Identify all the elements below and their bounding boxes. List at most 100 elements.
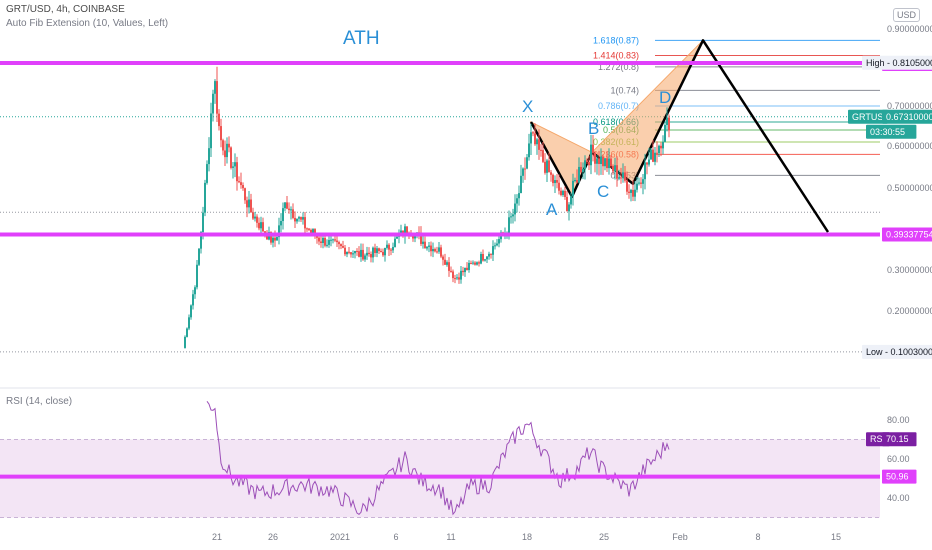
current-symbol-label-box [848, 109, 888, 124]
candle-body [440, 247, 442, 257]
candle-body [294, 217, 296, 222]
candle-body [374, 247, 376, 253]
rsi-level-label: 50.96 [886, 472, 909, 482]
x-tick-label: 15 [831, 532, 841, 542]
candle-body [600, 156, 602, 165]
candle-body [558, 182, 560, 191]
rsi-y-tick-label: 80.00 [887, 415, 910, 425]
candle-body [658, 145, 660, 154]
candle-body [596, 158, 598, 164]
candle-body [642, 179, 644, 184]
candle-body [226, 143, 228, 158]
candle-body [588, 161, 590, 166]
candle-body [656, 152, 658, 154]
candle-body [444, 259, 446, 265]
wave-label-x: X [522, 97, 533, 116]
candle-body [208, 148, 210, 165]
candle-body [442, 256, 444, 260]
candle-body [222, 140, 224, 151]
current-price-label-box [882, 109, 932, 124]
candle-body [194, 287, 196, 295]
candle-body [632, 189, 634, 197]
candle-body [424, 241, 426, 249]
candle-body [434, 249, 436, 252]
candle-body [480, 253, 482, 264]
candle-body [206, 164, 208, 183]
candle-body [318, 237, 320, 242]
candle-body [256, 216, 258, 223]
candle-body [384, 247, 386, 256]
candle-body [358, 251, 360, 257]
candle-body [586, 160, 588, 162]
candle-body [432, 249, 434, 252]
candle-body [338, 242, 340, 245]
candle-body [486, 256, 488, 260]
candle-body [388, 244, 390, 250]
y-tick-label: 0.30000000 [887, 265, 932, 275]
candle-body [264, 231, 266, 234]
candle-body [368, 252, 370, 255]
candle-body [554, 180, 556, 184]
candle-body [540, 149, 542, 151]
candle-body [528, 143, 530, 158]
candle-body [234, 162, 236, 167]
candle-body [484, 259, 486, 261]
candle-body [186, 328, 188, 337]
fib-level-label: 1.272(0.8) [598, 62, 639, 72]
candle-body [330, 239, 332, 241]
candle-body [306, 228, 308, 230]
candle-body [640, 182, 642, 184]
chart-title: GRT/USD, 4h, COINBASE [6, 4, 125, 15]
candle-body [308, 228, 310, 230]
candle-body [372, 247, 374, 258]
candle-body [608, 158, 610, 169]
wave-label-c: C [597, 182, 609, 201]
candle-body [284, 202, 286, 209]
candle-body [420, 234, 422, 244]
candle-body [614, 165, 616, 172]
candle-body [606, 158, 608, 169]
candle-body [422, 241, 424, 244]
candle-body [662, 141, 664, 149]
candle-body [460, 270, 462, 280]
candle-body [320, 241, 322, 244]
candle-body [276, 237, 278, 241]
candle-body [492, 246, 494, 255]
candle-body [576, 180, 578, 183]
candle-body [360, 249, 362, 257]
y-tick-label: 0.60000000 [887, 141, 932, 151]
candle-body [354, 250, 356, 254]
candle-body [536, 139, 538, 145]
candle-body [334, 239, 336, 241]
rsi-y-tick-label: 60.00 [887, 454, 910, 464]
candle-body [612, 166, 614, 172]
candle-body [428, 245, 430, 247]
currency-button[interactable]: USD [892, 8, 920, 22]
candle-body [352, 253, 354, 255]
candle-body [532, 132, 534, 134]
candle-body [630, 189, 632, 193]
candle-body [390, 249, 392, 251]
candle-body [310, 229, 312, 233]
candle-body [296, 218, 298, 222]
candle-body [458, 277, 460, 280]
candle-body [382, 251, 384, 256]
wave-label-a: A [546, 200, 558, 219]
rsi-level-label-box [882, 469, 917, 484]
candle-body [494, 245, 496, 247]
candle-body [346, 251, 348, 255]
candle-body [312, 229, 314, 233]
candle-body [202, 212, 204, 233]
candle-body [270, 232, 272, 243]
candle-body [510, 216, 512, 218]
candle-body [594, 152, 596, 164]
wave-label-b: B [588, 119, 599, 138]
candle-body [568, 204, 570, 212]
candle-body [448, 262, 450, 271]
candle-body [668, 117, 670, 131]
candle-body [524, 168, 526, 170]
candle-body [246, 200, 248, 208]
candle-body [322, 237, 324, 244]
candle-body [412, 236, 414, 239]
